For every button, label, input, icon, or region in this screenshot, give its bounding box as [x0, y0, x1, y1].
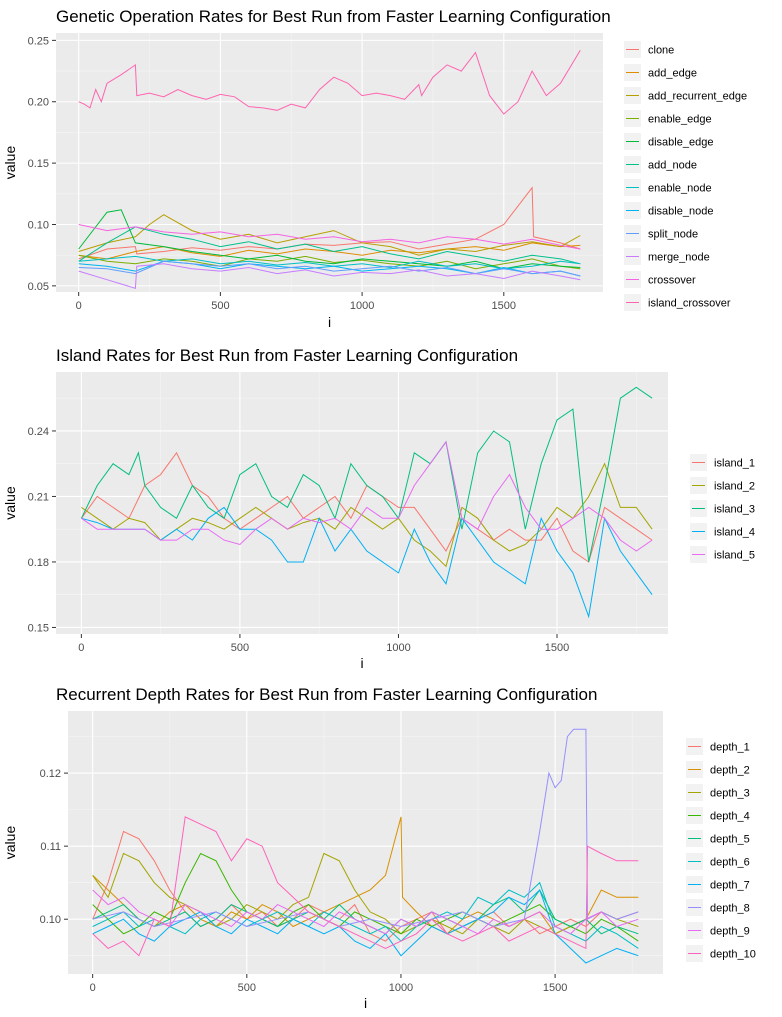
series-line-depth_7	[92, 889, 639, 964]
legend-label-add_node: add_node	[648, 160, 697, 172]
legend-label-depth_6: depth_6	[710, 857, 750, 869]
legend-box	[622, 33, 769, 319]
y-tick-label: 0.24	[28, 426, 49, 438]
legend-label-depth_10: depth_10	[710, 949, 756, 961]
x-axis-label: i	[360, 655, 363, 671]
y-tick-label: 0.18	[28, 557, 49, 569]
series-line-depth_10	[92, 816, 639, 957]
chart-title: Island Rates for Best Run from Faster Le…	[56, 346, 518, 365]
series-line-split_node	[78, 260, 581, 277]
y-tick-label: 0.10	[28, 219, 49, 231]
x-tick-label: 0	[78, 642, 84, 654]
y-tick-label: 0.11	[40, 841, 61, 853]
legend-label-disable_edge: disable_edge	[648, 137, 713, 149]
y-tick-label: 0.20	[28, 97, 49, 109]
x-tick-label: 500	[238, 982, 256, 994]
series-line-depth_4	[92, 852, 639, 942]
series-line-depth_9	[92, 889, 639, 935]
legend-label-add_recurrent_edge: add_recurrent_edge	[648, 91, 747, 103]
y-axis-label: value	[2, 486, 18, 520]
y-axis-label: value	[2, 826, 18, 860]
legend-label-island_3: island_3	[714, 504, 755, 516]
legend-label-add_edge: add_edge	[648, 68, 697, 80]
x-tick-label: 1500	[545, 642, 569, 654]
legend-label-depth_5: depth_5	[710, 834, 750, 846]
series-line-depth_8	[92, 728, 639, 928]
legend-label-island_2: island_2	[714, 481, 755, 493]
y-axis-label: value	[2, 146, 18, 180]
y-tick-label: 0.15	[28, 158, 49, 170]
chart-title: Recurrent Depth Rates for Best Run from …	[56, 685, 597, 704]
series-line-island_4	[81, 506, 653, 619]
x-tick-label: 0	[76, 300, 82, 312]
y-tick-label: 0.05	[28, 281, 49, 293]
series-line-merge_node	[78, 263, 581, 289]
series-line-island_crossover	[78, 49, 581, 115]
x-tick-label: 1500	[543, 982, 567, 994]
legend-label-island_crossover: island_crossover	[648, 298, 731, 310]
series-line-island_3	[80, 386, 653, 563]
legend-label-depth_2: depth_2	[710, 765, 750, 777]
series-line-island_5	[81, 440, 653, 552]
x-axis-label: i	[328, 314, 331, 330]
legend-label-depth_9: depth_9	[710, 926, 750, 938]
x-tick-label: 1000	[350, 300, 374, 312]
series-line-depth_6	[92, 881, 639, 949]
y-tick-label: 0.25	[28, 35, 49, 47]
x-tick-label: 1000	[386, 642, 410, 654]
legend-label-depth_1: depth_1	[710, 742, 750, 754]
series-line-add_recurrent_edge	[78, 214, 581, 256]
x-tick-label: 0	[90, 982, 96, 994]
series-line-add_node	[78, 226, 581, 265]
legend-label-island_4: island_4	[714, 527, 755, 539]
y-tick-label: 0.12	[40, 768, 61, 780]
y-tick-label: 0.10	[40, 914, 61, 926]
x-tick-label: 500	[211, 300, 229, 312]
legend-label-split_node: split_node	[648, 229, 698, 241]
legend-label-enable_node: enable_node	[648, 183, 712, 195]
chart-title: Genetic Operation Rates for Best Run fro…	[56, 7, 611, 26]
series-line-enable_edge	[78, 254, 581, 270]
series-line-clone	[78, 186, 581, 260]
legend-label-enable_edge: enable_edge	[648, 114, 712, 126]
legend-label-depth_8: depth_8	[710, 903, 750, 915]
x-axis-label: i	[364, 995, 367, 1011]
plot-panel	[56, 33, 603, 292]
legend-label-clone: clone	[648, 45, 674, 57]
legend-label-depth_3: depth_3	[710, 788, 750, 800]
series-line-crossover	[78, 224, 581, 250]
x-tick-label: 500	[231, 642, 249, 654]
x-tick-label: 1000	[389, 982, 413, 994]
legend-label-crossover: crossover	[648, 275, 696, 287]
legend-label-island_5: island_5	[714, 550, 755, 562]
legend-label-depth_4: depth_4	[710, 811, 750, 823]
y-tick-label: 0.21	[28, 491, 49, 503]
legend-label-disable_node: disable_node	[648, 206, 713, 218]
y-tick-label: 0.15	[28, 622, 49, 634]
x-tick-label: 1500	[492, 300, 516, 312]
legend-label-island_1: island_1	[714, 458, 755, 470]
legend-label-merge_node: merge_node	[648, 252, 710, 264]
legend-label-depth_7: depth_7	[710, 880, 750, 892]
plot-panel	[68, 711, 663, 974]
